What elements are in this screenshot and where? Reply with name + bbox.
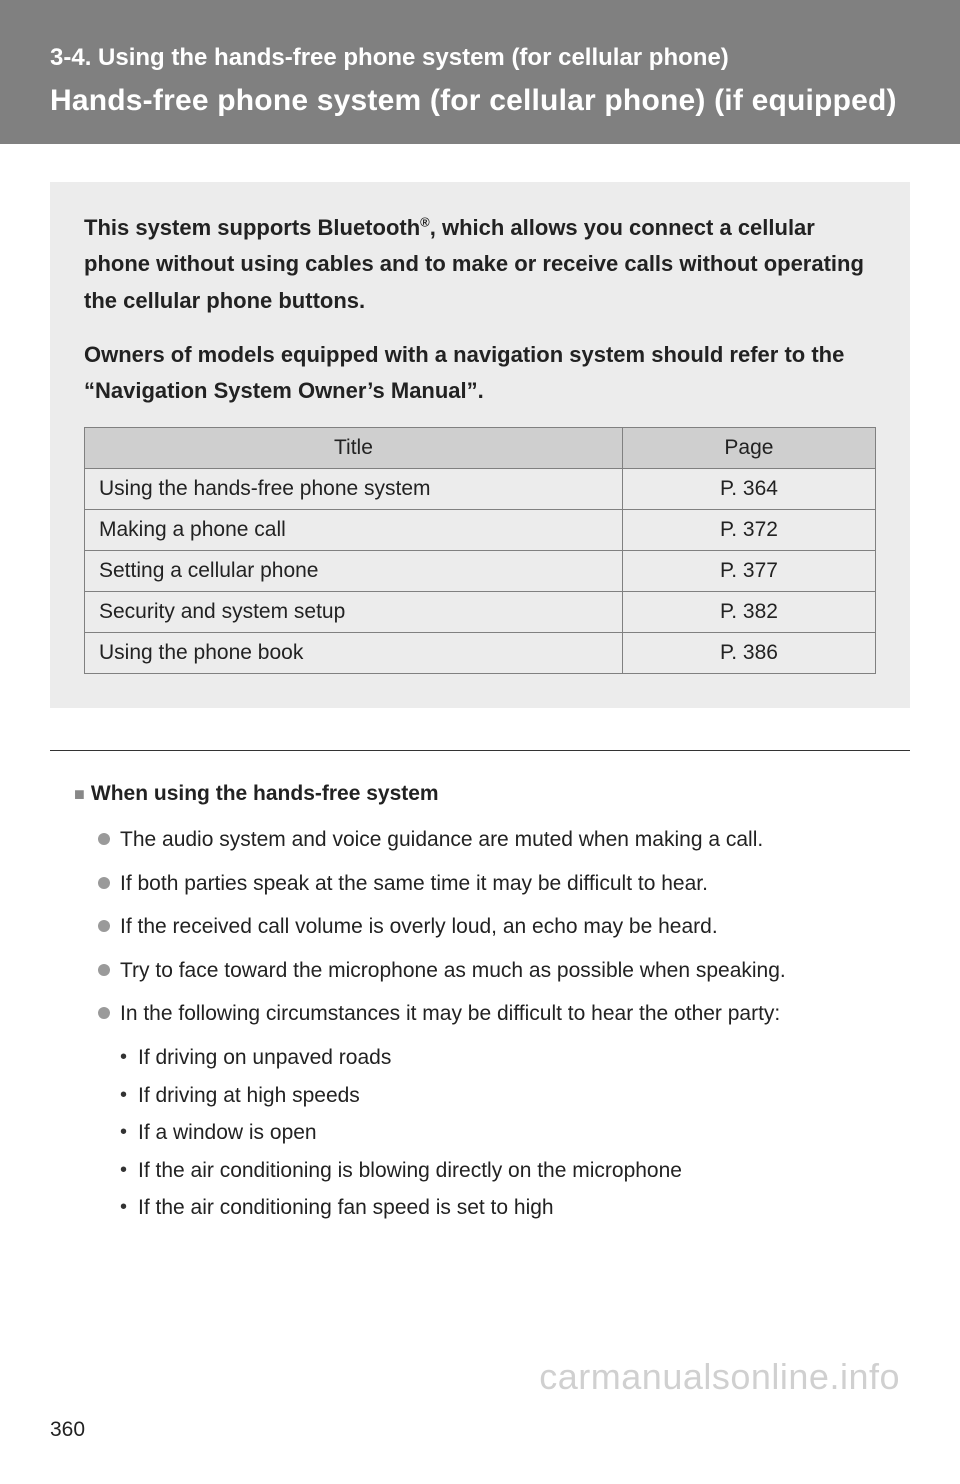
list-item: If the received call volume is overly lo…: [98, 910, 904, 944]
body-content: ■ When using the hands-free system The au…: [0, 751, 960, 1225]
registered-symbol: ®: [420, 215, 430, 230]
table-row: Making a phone call P. 372: [85, 510, 876, 551]
bullet-list: The audio system and voice guidance are …: [74, 823, 904, 1031]
table-header-title: Title: [85, 428, 623, 469]
page-number: 360: [50, 1418, 85, 1442]
table-row: Setting a cellular phone P. 377: [85, 551, 876, 592]
subheading-text: When using the hands-free system: [91, 782, 439, 805]
table-cell-page: P. 377: [622, 551, 875, 592]
list-item: Try to face toward the microphone as muc…: [98, 954, 904, 988]
watermark: carmanualsonline.info: [539, 1356, 900, 1398]
table-row: Using the phone book P. 386: [85, 633, 876, 674]
header-band: 3-4. Using the hands-free phone system (…: [0, 0, 960, 144]
section-number: 3-4. Using the hands-free phone system (…: [50, 44, 910, 72]
sub-bullet-list: If driving on unpaved roads If driving a…: [74, 1041, 904, 1225]
page-title: Hands-free phone system (for cellular ph…: [50, 84, 910, 118]
subheading: ■ When using the hands-free system: [74, 777, 904, 811]
table-cell-title: Setting a cellular phone: [85, 551, 623, 592]
reference-table: Title Page Using the hands-free phone sy…: [84, 427, 876, 674]
table-cell-title: Using the hands-free phone system: [85, 469, 623, 510]
list-item: If both parties speak at the same time i…: [98, 867, 904, 901]
list-item: If a window is open: [120, 1116, 904, 1150]
table-cell-page: P. 364: [622, 469, 875, 510]
square-bullet-icon: ■: [74, 784, 85, 804]
table-cell-title: Using the phone book: [85, 633, 623, 674]
table-row: Security and system setup P. 382: [85, 592, 876, 633]
list-item: In the following circumstances it may be…: [98, 997, 904, 1031]
table-cell-title: Security and system setup: [85, 592, 623, 633]
table-row: Using the hands-free phone system P. 364: [85, 469, 876, 510]
intro-paragraph-2: Owners of models equipped with a navigat…: [84, 337, 876, 410]
table-cell-page: P. 386: [622, 633, 875, 674]
list-item: If the air conditioning is blowing direc…: [120, 1154, 904, 1188]
list-item: If driving on unpaved roads: [120, 1041, 904, 1075]
intro-text-pre: This system supports Bluetooth: [84, 215, 420, 240]
table-cell-title: Making a phone call: [85, 510, 623, 551]
list-item: The audio system and voice guidance are …: [98, 823, 904, 857]
table-header-page: Page: [622, 428, 875, 469]
intro-box: This system supports Bluetooth®, which a…: [50, 182, 910, 708]
list-item: If driving at high speeds: [120, 1079, 904, 1113]
table-cell-page: P. 372: [622, 510, 875, 551]
intro-paragraph-1: This system supports Bluetooth®, which a…: [84, 210, 876, 319]
table-cell-page: P. 382: [622, 592, 875, 633]
list-item: If the air conditioning fan speed is set…: [120, 1191, 904, 1225]
